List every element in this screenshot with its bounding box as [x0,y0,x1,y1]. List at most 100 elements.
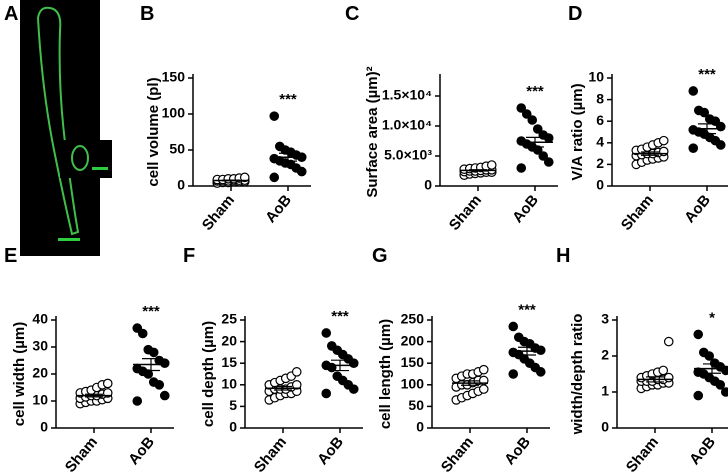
y-tick-label: 40 [32,311,48,327]
data-point [508,321,519,332]
data-point [478,384,489,394]
y-axis-label: cell width (µm) [11,322,28,426]
panel-label: D [568,3,582,25]
y-tick-label: 10 [221,376,237,392]
data-point [159,358,170,368]
y-tick-label: 25 [221,311,237,327]
data-point [658,146,669,157]
y-tick-label: 0 [416,419,424,435]
y-tick-label: 6 [596,112,604,128]
x-tick-label: Sham [618,192,657,234]
data-point [132,396,143,406]
panel-label: H [556,245,570,267]
data-point [137,328,148,339]
y-axis-label: V/A ratio (µm) [569,83,586,180]
y-tick-label: 0 [424,177,432,193]
panel-label: F [183,245,195,267]
y-tick-label: 0 [40,419,48,435]
significance: *** [279,91,297,108]
y-tick-label: 0 [177,177,185,193]
x-tick-label: AoB [125,434,158,469]
sem-bar [641,151,659,156]
y-axis-label: cell depth (µm) [200,321,217,427]
y-tick-label: 5 [229,397,237,413]
y-tick-label: 50 [408,397,424,413]
data-point [296,166,307,177]
y-tick-label: 8 [596,90,604,106]
y-tick-label: 4 [596,134,604,150]
x-tick-label: AoB [501,434,534,469]
y-tick-label: 250 [401,311,425,327]
data-point [478,364,489,375]
x-tick-label: AoB [314,434,347,469]
data-point [715,140,726,150]
data-point [239,172,250,183]
significance: * [709,309,715,326]
data-point [348,358,359,368]
data-point [148,347,159,358]
data-point [693,329,704,340]
y-tick-label: 50 [169,141,185,157]
sem-bar [222,179,240,182]
data-point [532,145,543,155]
y-tick-label: 3 [601,311,609,327]
data-point [538,151,549,161]
data-point [486,160,497,170]
y-tick-label: 2 [596,155,604,171]
data-point [688,86,699,96]
panel-label: B [140,3,154,25]
x-tick-label: Sham [446,192,485,234]
y-axis-label: cell length (µm) [377,319,394,429]
y-tick-label: 150 [401,354,425,370]
y-axis-label: cell volume (pl) [145,77,162,186]
data-point [321,388,332,399]
sem-bar [85,393,103,398]
sem-bar [142,358,160,372]
data-point [527,115,538,125]
panel-label: A [4,3,18,25]
data-point [508,369,519,379]
data-point [535,367,546,377]
sem-bar [526,136,544,148]
data-point [699,107,710,118]
panel-label: E [4,245,17,267]
sem-bar [646,376,664,383]
data-point [658,365,669,376]
panel-label: C [345,3,359,25]
x-tick-label: AoB [681,192,714,227]
data-point [688,143,699,153]
significance: *** [142,303,160,320]
x-tick-label: Sham [62,434,101,473]
sem-bar [703,363,721,374]
data-point [269,172,280,183]
data-point [693,390,704,401]
y-tick-label: 2 [601,347,609,363]
sem-bar [518,346,536,356]
data-point [321,328,332,338]
y-tick-label: 0 [229,419,237,435]
y-tick-label: 0 [601,419,609,435]
sem-bar [274,385,292,391]
micrograph [20,0,112,256]
y-axis-label: Surface area (µm)² [364,66,381,197]
y-tick-label: 5.0×10³ [384,147,432,163]
y-tick-label: 10 [588,69,604,85]
data-point [663,372,674,383]
data-point [291,367,302,377]
significance: *** [698,66,716,83]
x-tick-label: AoB [262,192,295,227]
sem-bar [279,152,297,162]
x-tick-label: Sham [438,434,477,473]
data-point [535,345,546,356]
data-point [543,133,554,143]
sem-bar [469,169,487,172]
data-point [102,378,113,389]
y-tick-label: 20 [221,332,237,348]
data-point [516,103,527,113]
x-tick-label: AoB [509,192,542,227]
data-point [715,379,726,390]
data-point [720,365,728,376]
y-tick-label: 1.0×10⁴ [382,117,432,133]
